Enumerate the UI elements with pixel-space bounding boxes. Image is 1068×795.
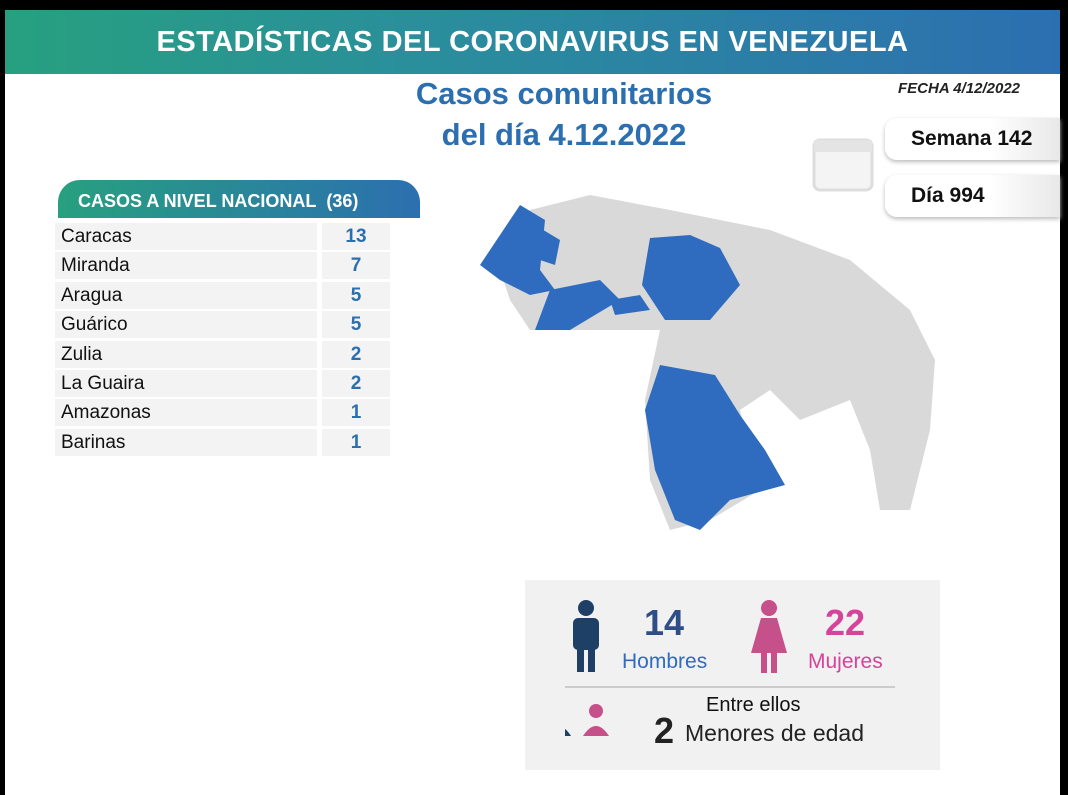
- day: Día 994: [885, 175, 1060, 217]
- state-name: La Guaira: [55, 370, 317, 397]
- state-cases: 5: [322, 311, 390, 339]
- table-row: La Guaira 2: [55, 370, 420, 397]
- women-count: 22: [825, 602, 866, 643]
- calendar-icon: [812, 138, 874, 192]
- week: Semana 142: [885, 118, 1060, 160]
- state-cases: 13: [322, 223, 390, 250]
- table-row: Caracas 13: [55, 223, 420, 250]
- date: FECHA 4/12/2022: [898, 80, 1021, 97]
- men-count: 14: [644, 602, 685, 643]
- state-name: Aragua: [55, 281, 317, 309]
- table-row: Aragua 5: [55, 281, 420, 309]
- state-name: Guárico: [55, 311, 317, 339]
- state-cases: 1: [322, 428, 390, 456]
- men-label: Hombres: [622, 650, 708, 673]
- table-total: (36): [326, 191, 359, 211]
- subtitle: del día 4.12.2022: [441, 117, 687, 152]
- subtitle: Casos comunitarios: [415, 76, 713, 111]
- state-cases: 2: [322, 340, 390, 368]
- table-row: Miranda 7: [55, 252, 420, 280]
- state-name: Barinas: [55, 428, 317, 456]
- icons: [565, 600, 895, 736]
- state-name: Caracas: [55, 223, 317, 250]
- state-cases: 2: [322, 370, 390, 397]
- minors-intro: Entre ellos: [706, 694, 801, 716]
- banner: ESTADÍSTICAS DEL CORONAVIRUS EN VENEZUEL…: [5, 10, 1060, 74]
- minors-label: Menores de edad: [685, 720, 865, 746]
- table-row: Barinas 1: [55, 428, 420, 456]
- state-cases: 7: [322, 252, 390, 280]
- gender-panel: [525, 580, 940, 770]
- map: [480, 195, 935, 530]
- table-row: Amazonas 1: [55, 399, 420, 427]
- table-row: Zulia 2: [55, 340, 420, 368]
- minors-count: 2: [654, 710, 675, 751]
- state-name: Amazonas: [55, 399, 317, 427]
- state-name: Zulia: [55, 340, 317, 368]
- table-title: CASOS A NIVEL NACIONAL: [78, 191, 317, 211]
- title: ESTADÍSTICAS DEL CORONAVIRUS EN VENEZUEL…: [156, 26, 909, 58]
- state-cases: 1: [322, 399, 390, 427]
- state-cases: 5: [322, 281, 390, 309]
- state-name: Miranda: [55, 252, 317, 280]
- women-label: Mujeres: [808, 650, 883, 673]
- table-header: CASOS A NIVEL NACIONAL (36): [58, 180, 420, 218]
- table-row: Guárico 5: [55, 311, 420, 339]
